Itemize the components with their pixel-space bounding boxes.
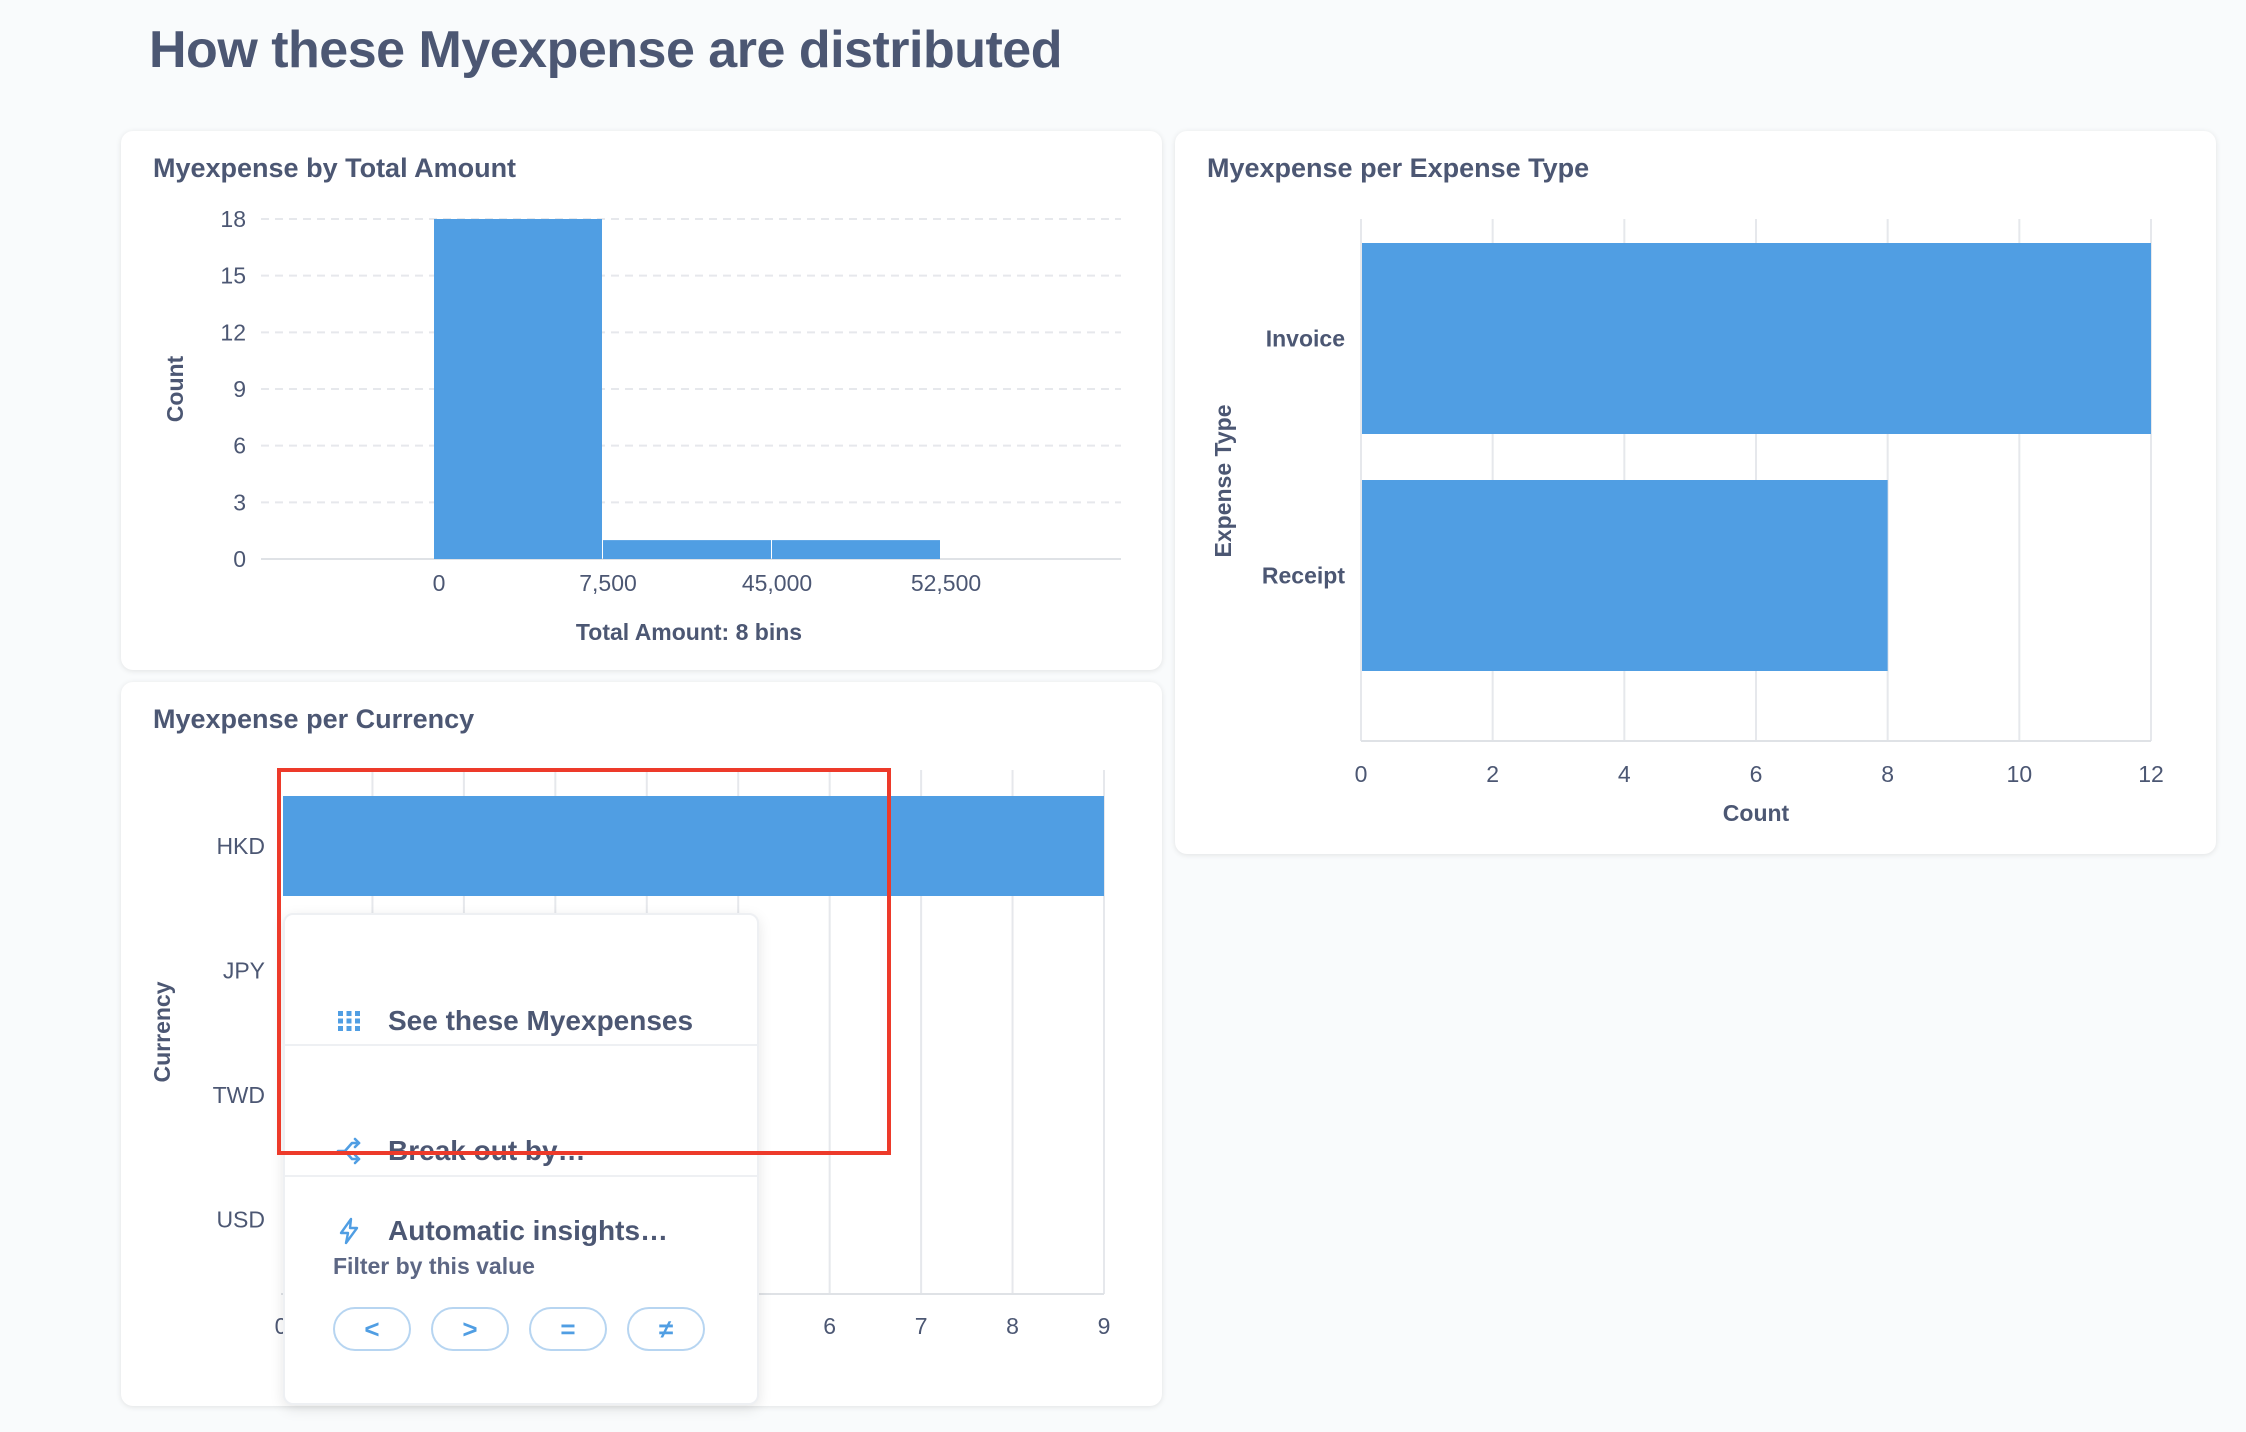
x-tick-label: 52,500 — [911, 570, 981, 596]
y-axis-title: Expense Type — [1210, 405, 1236, 558]
menu-item-label: See these Myexpenses — [388, 1005, 694, 1036]
divider — [285, 1044, 757, 1046]
y-tick-label: Invoice — [1266, 326, 1345, 352]
x-tick-label: 2 — [1486, 761, 1499, 787]
x-tick-label: 45,000 — [742, 570, 812, 596]
y-axis-title: Currency — [149, 981, 175, 1082]
x-axis-title: Total Amount: 8 bins — [576, 619, 802, 645]
filter-not-equals-button[interactable]: ≠ — [627, 1307, 705, 1351]
y-tick-label: 9 — [233, 376, 246, 402]
grid-icon — [338, 1011, 360, 1031]
filter-equals-button[interactable]: = — [529, 1307, 607, 1351]
click-actions-popover: See these Myexpenses Break out by… Autom… — [283, 913, 759, 1405]
bolt-icon — [339, 1217, 359, 1245]
chart-expense-type[interactable]: 0 2 4 6 8 10 12 Invoice Receipt Count Expense Type — [1175, 131, 2216, 854]
bar-receipt[interactable] — [1362, 480, 1888, 671]
x-tick-label: 8 — [1881, 761, 1894, 787]
divider — [285, 1175, 757, 1177]
filter-less-than-button[interactable]: < — [333, 1307, 411, 1351]
x-tick-label: 6 — [823, 1313, 836, 1339]
x-tick-label: 4 — [1618, 761, 1631, 787]
bar-hkd[interactable] — [283, 796, 1104, 896]
filter-by-value-label: Filter by this value — [333, 1253, 535, 1279]
x-tick-label: 10 — [2007, 761, 2033, 787]
card-expense-type[interactable]: Myexpense per Expense Type 0 2 4 6 8 10 12 Invo… — [1175, 131, 2216, 854]
y-tick-label: Receipt — [1262, 563, 1345, 589]
bar-bin-2[interactable] — [772, 540, 940, 559]
break-out-by-action[interactable]: Break out by… — [285, 1111, 757, 1191]
x-tick-label: 0 — [433, 570, 446, 596]
menu-item-label: Break out by… — [388, 1135, 586, 1166]
x-tick-label: 8 — [1006, 1313, 1019, 1339]
bar-bin-1[interactable] — [603, 540, 771, 559]
x-tick-label: 7 — [915, 1313, 928, 1339]
card-title[interactable]: Myexpense by Total Amount — [153, 153, 517, 183]
x-axis-title: Count — [1723, 800, 1790, 826]
y-tick-label: 12 — [220, 319, 246, 345]
branch-icon — [336, 1137, 361, 1165]
y-tick-label: 6 — [233, 433, 246, 459]
filter-greater-than-button[interactable]: > — [431, 1307, 509, 1351]
y-tick-label: 18 — [220, 206, 246, 232]
x-tick-label: 9 — [1098, 1313, 1111, 1339]
y-tick-label: USD — [216, 1207, 265, 1233]
bar-invoice[interactable] — [1362, 243, 2151, 434]
chart-total-amount[interactable]: 0 3 6 9 12 15 18 0 7,500 45,000 52,500 Total Amount… — [121, 131, 1162, 670]
y-tick-label: 3 — [233, 489, 246, 515]
x-tick-label: 12 — [2138, 761, 2164, 787]
card-title[interactable]: Myexpense per Expense Type — [1207, 153, 1590, 183]
menu-item-label: Automatic insights… — [388, 1215, 669, 1246]
bar-bin-0[interactable] — [434, 219, 602, 559]
card-title[interactable]: Myexpense per Currency — [153, 704, 475, 734]
x-tick-label: 6 — [1750, 761, 1763, 787]
y-tick-label: TWD — [213, 1082, 265, 1108]
y-tick-label: 15 — [220, 263, 246, 289]
see-these-myexpenses-action[interactable]: See these Myexpenses — [285, 981, 757, 1061]
y-tick-label: HKD — [216, 833, 265, 859]
x-tick-label: 0 — [1355, 761, 1368, 787]
y-axis-title: Count — [162, 355, 188, 422]
page-title: How these Myexpense are distributed — [149, 21, 1063, 79]
card-total-amount[interactable]: Myexpense by Total Amount 0 3 6 9 12 15 18 0 7,5… — [121, 131, 1162, 670]
y-tick-label: 0 — [233, 546, 246, 572]
x-tick-label: 7,500 — [579, 570, 637, 596]
automatic-insights-action[interactable]: Automatic insights… — [285, 1191, 757, 1271]
y-tick-label: JPY — [223, 958, 265, 984]
